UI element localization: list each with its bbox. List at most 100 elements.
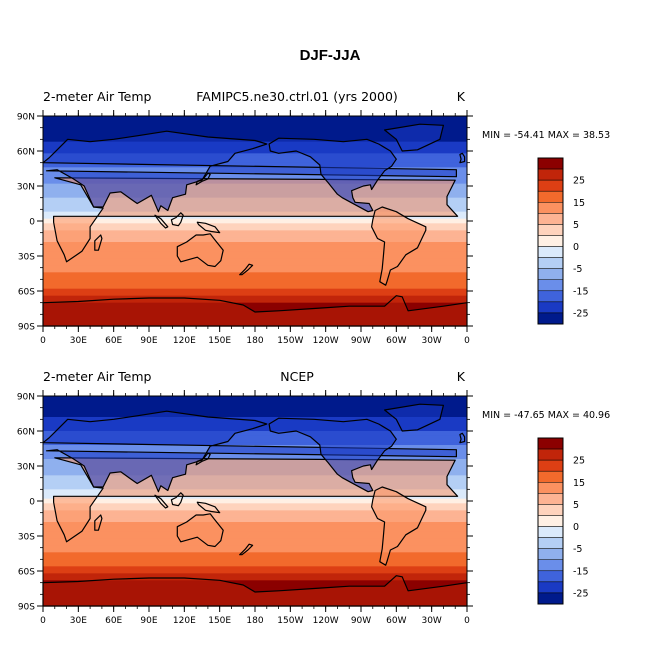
- contour-band: [43, 510, 467, 514]
- contour-band: [43, 265, 467, 269]
- colorbar-swatch: [537, 301, 564, 314]
- y-tick-label: 30S: [18, 253, 35, 263]
- contour-band: [43, 396, 467, 399]
- colorbar-swatch: [537, 548, 564, 560]
- contour-band: [43, 230, 467, 234]
- x-tick-label: 150W: [277, 336, 303, 346]
- contour-band: [43, 568, 467, 572]
- colorbar-swatch: [537, 459, 564, 472]
- colorbar-label: 25: [573, 456, 585, 467]
- contour-band: [43, 256, 467, 259]
- colorbar-label: 5: [573, 220, 579, 231]
- contour-band: [43, 589, 467, 593]
- contour-band: [43, 438, 467, 441]
- x-tick-label: 0: [40, 336, 46, 346]
- x-tick-label: 150E: [208, 336, 231, 346]
- contour-band: [43, 258, 467, 262]
- contour-band: [43, 132, 467, 136]
- contour-band: [43, 260, 467, 264]
- contour-band: [43, 454, 467, 458]
- x-tick-label: 30W: [421, 616, 441, 626]
- colorbar-swatch: [537, 482, 564, 494]
- colorbar-label: 15: [573, 198, 585, 209]
- coast-japan: [195, 172, 211, 186]
- contour-band: [43, 293, 467, 297]
- y-tick-label: 30N: [17, 463, 35, 473]
- contour-band: [43, 123, 467, 126]
- contour-band: [43, 431, 467, 434]
- colorbar-swatch: [537, 592, 564, 605]
- contour-band: [43, 582, 467, 586]
- contour-band: [43, 125, 467, 129]
- contour-band: [43, 547, 467, 551]
- y-tick-label: 90S: [18, 603, 35, 613]
- panel-left-title: 2-meter Air Temp: [43, 369, 152, 384]
- contour-band: [43, 160, 467, 164]
- colorbar-swatch: [537, 235, 564, 247]
- colorbar-label: -25: [573, 588, 589, 599]
- contour-band: [43, 218, 467, 222]
- x-tick-label: 90W: [351, 616, 371, 626]
- contour-band: [43, 155, 467, 159]
- colorbar-swatch: [537, 515, 564, 527]
- contour-band: [43, 120, 467, 124]
- y-tick-label: 60N: [17, 428, 35, 438]
- contour-band: [43, 302, 467, 306]
- contour-band: [43, 263, 467, 266]
- x-tick-label: 180: [246, 336, 263, 346]
- y-tick-label: 60S: [18, 288, 35, 298]
- colorbar-swatch: [537, 312, 564, 325]
- contour-band: [43, 442, 467, 446]
- contour-band: [43, 225, 467, 229]
- x-tick-label: 0: [464, 336, 470, 346]
- contour-band: [43, 545, 467, 549]
- contour-band: [43, 575, 467, 579]
- contour-band: [43, 277, 467, 280]
- contour-band: [43, 529, 467, 532]
- contour-band: [43, 573, 467, 577]
- x-tick-label: 180: [246, 616, 263, 626]
- colorbar-swatch: [537, 213, 564, 225]
- coastline-group: [42, 123, 468, 327]
- contour-band: [43, 538, 467, 542]
- x-tick-label: 30W: [421, 336, 441, 346]
- contour-band: [43, 515, 467, 518]
- contour-band: [43, 134, 467, 138]
- contour-band: [43, 118, 467, 122]
- colorbar-label: 15: [573, 478, 585, 489]
- coast-eurasia: [42, 130, 457, 213]
- contour-band: [43, 526, 467, 530]
- contour-band: [43, 270, 467, 273]
- colorbar-swatch: [537, 224, 564, 236]
- coast-south-america: [371, 206, 427, 286]
- contour-band: [43, 440, 467, 444]
- x-tick-label: 60W: [386, 616, 406, 626]
- contour-band: [43, 536, 467, 539]
- contour-band: [43, 398, 467, 402]
- contour-band: [43, 405, 467, 409]
- x-tick-label: 120E: [173, 616, 196, 626]
- colorbar-label: 0: [573, 522, 579, 533]
- contour-band: [43, 174, 467, 178]
- x-tick-label: 60E: [105, 616, 122, 626]
- contour-band: [43, 531, 467, 535]
- x-tick-label: 120W: [313, 616, 339, 626]
- coast-south-america: [371, 486, 427, 566]
- contour-band: [43, 305, 467, 308]
- y-tick-label: 90S: [18, 323, 35, 333]
- panel-left-title: 2-meter Air Temp: [43, 89, 152, 104]
- x-tick-label: 0: [40, 616, 46, 626]
- colorbar-swatch: [537, 202, 564, 214]
- x-tick-label: 120E: [173, 336, 196, 346]
- contour-band: [43, 279, 467, 283]
- contour-band: [43, 517, 467, 521]
- contour-band: [43, 253, 467, 257]
- y-tick-label: 90N: [17, 393, 35, 403]
- colorbar-swatch: [537, 290, 564, 303]
- contour-band: [43, 501, 467, 504]
- colorbar-label: 0: [573, 242, 579, 253]
- contour-band: [43, 223, 467, 227]
- coast-greenland: [384, 123, 444, 152]
- contour-band: [43, 300, 467, 304]
- contour-band: [43, 585, 467, 588]
